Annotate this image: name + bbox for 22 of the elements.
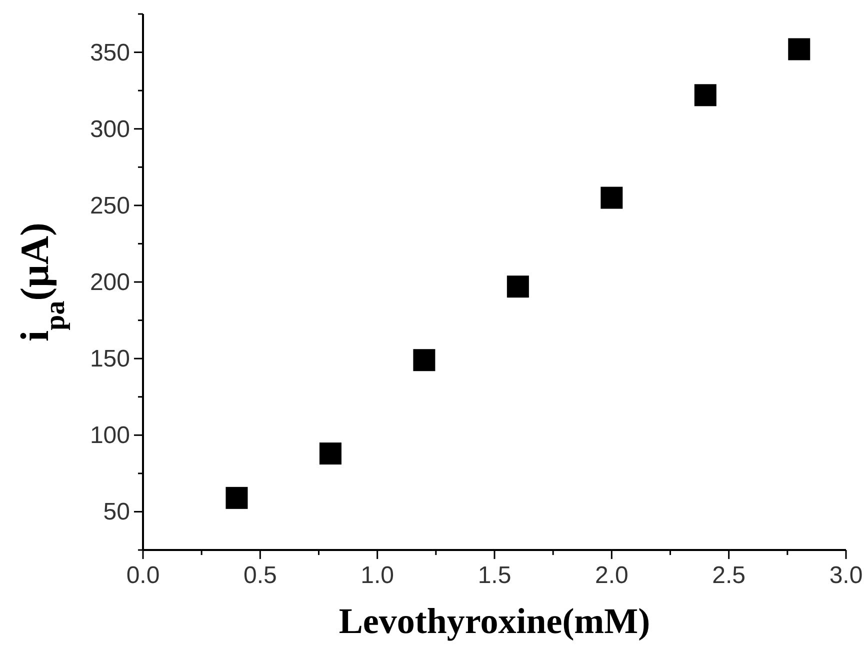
point bbox=[694, 84, 716, 106]
y-tick-label: 300 bbox=[90, 116, 130, 143]
x-tick-label: 2.0 bbox=[594, 562, 628, 589]
x-tick-label: 0.5 bbox=[243, 562, 277, 589]
point bbox=[600, 186, 623, 209]
y-tick-label: 250 bbox=[90, 192, 130, 220]
x-tick-label: 3.0 bbox=[829, 562, 863, 589]
point bbox=[319, 442, 342, 465]
point bbox=[788, 38, 810, 60]
y-tick-label: 350 bbox=[90, 39, 130, 66]
point bbox=[506, 276, 529, 298]
x-tick-label: 0.0 bbox=[126, 562, 160, 589]
point bbox=[226, 486, 248, 509]
y-tick-label: 50 bbox=[103, 498, 130, 526]
y-tick-label: 100 bbox=[90, 422, 130, 450]
y-tick-label: 200 bbox=[90, 269, 130, 296]
y-tick-label: 150 bbox=[90, 346, 130, 373]
x-axis-title: Levothyroxine(mM) bbox=[338, 601, 650, 641]
x-tick-label: 1.5 bbox=[478, 562, 512, 589]
x-tick-label: 2.5 bbox=[712, 562, 746, 589]
x-tick-label: 1.0 bbox=[360, 562, 394, 589]
point bbox=[413, 349, 436, 372]
